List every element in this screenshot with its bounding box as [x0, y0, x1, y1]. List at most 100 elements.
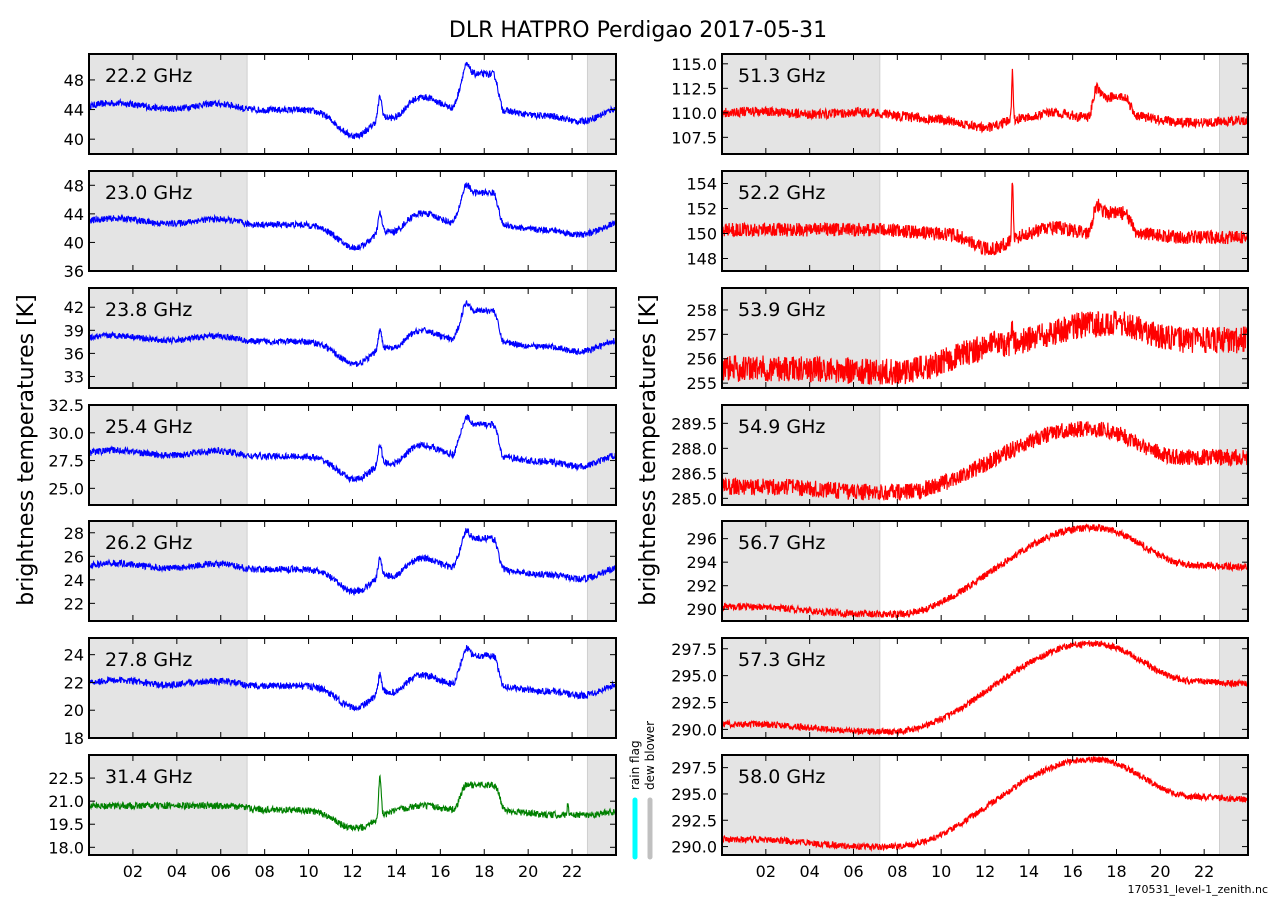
shaded-period [1219, 170, 1249, 272]
panel-52-2-ghz: 148 150 152 154 52.2 GHz [686, 170, 1249, 272]
x-tick-label: 12 [975, 862, 995, 881]
y-tick-label: 148 [686, 250, 717, 269]
shaded-period [721, 170, 881, 272]
y-tick-label: 28 [64, 524, 84, 543]
x-tick-label: 02 [756, 862, 776, 881]
y-tick-label: 295.0 [671, 667, 717, 686]
y-tick-label: 27.5 [48, 452, 84, 471]
y-tick-label: 285.0 [671, 489, 717, 508]
y-tick-label: 115.0 [671, 55, 717, 74]
x-tick-label: 16 [1062, 862, 1082, 881]
series-line [89, 414, 616, 484]
y-tick-label: 44 [64, 205, 84, 224]
series-line [722, 310, 1248, 385]
y-tick-label: 255 [686, 374, 717, 393]
y-tick-label: 256 [686, 350, 717, 369]
rain-flag-label: rain flag [628, 740, 642, 790]
y-tick-label: 18.0 [48, 838, 84, 857]
channel-label: 22.2 GHz [105, 65, 192, 87]
series-line [89, 644, 616, 712]
y-tick-label: 24 [64, 646, 84, 665]
x-tick-label: 16 [430, 862, 450, 881]
y-tick-label: 36 [64, 344, 84, 363]
series-line [722, 68, 1248, 134]
panel-56-7-ghz: 290 292 294 296 56.7 GHz [686, 520, 1249, 622]
y-tick-label: 40 [64, 130, 84, 149]
x-tick-label: 18 [474, 862, 494, 881]
panel-54-9-ghz: 285.0 286.5 288.0 289.5 54.9 GHz [671, 404, 1249, 508]
x-tick-label: 08 [887, 862, 907, 881]
y-tick-label: 25.0 [48, 479, 84, 498]
x-tick-label: 20 [1150, 862, 1170, 881]
channel-label: 27.8 GHz [105, 649, 192, 671]
panel-53-9-ghz: 255 256 257 258 53.9 GHz [686, 287, 1249, 393]
x-tick-label: 12 [342, 862, 362, 881]
channel-label: 23.0 GHz [105, 182, 192, 204]
y-tick-label: 24 [64, 571, 84, 590]
channel-label: 58.0 GHz [738, 766, 825, 788]
channel-label: 54.9 GHz [738, 416, 825, 438]
series-line [722, 639, 1248, 737]
dew-blower-label: dew blower [643, 721, 657, 790]
x-tick-label: 08 [254, 862, 274, 881]
y-tick-label: 30.0 [48, 424, 84, 443]
y-tick-label: 110.0 [671, 104, 717, 123]
x-tick-label: 10 [931, 862, 951, 881]
y-tick-label: 48 [64, 176, 84, 195]
series-line [89, 61, 616, 140]
y-tick-label: 296 [686, 530, 717, 549]
channel-label: 26.2 GHz [105, 532, 192, 554]
channel-label: 23.8 GHz [105, 299, 192, 321]
y-tick-label: 19.5 [48, 815, 84, 834]
x-tick-label: 06 [843, 862, 863, 881]
x-tick-label: 02 [123, 862, 143, 881]
y-tick-label: 150 [686, 225, 717, 244]
x-tick-label: 06 [211, 862, 231, 881]
y-tick-label: 32.5 [48, 396, 84, 415]
y-tick-label: 22 [64, 594, 84, 613]
x-tick-label: 20 [518, 862, 538, 881]
shaded-period [586, 170, 617, 272]
y-tick-label: 21.0 [48, 792, 84, 811]
y-tick-label: 112.5 [671, 79, 717, 98]
x-tick-label: 04 [167, 862, 187, 881]
channel-label: 52.2 GHz [738, 182, 825, 204]
y-tick-label: 154 [686, 175, 717, 194]
x-tick-label: 10 [298, 862, 318, 881]
series-line [722, 523, 1248, 619]
y-tick-label: 40 [64, 233, 84, 252]
y-tick-label: 294 [686, 553, 717, 572]
panel-23-8-ghz: 33 36 39 42 23.8 GHz [64, 287, 617, 389]
y-tick-label: 22.5 [48, 769, 84, 788]
y-tick-label: 297.5 [671, 759, 717, 778]
panel-31-4-ghz: 18.0 19.5 21.0 22.5 02 04 06 08 10 12 14 16 18 20 22 31… [48, 754, 617, 881]
series-line [89, 182, 616, 252]
x-tick-label: 04 [799, 862, 819, 881]
source-filename: 170531_level-1_zenith.nc [1128, 883, 1269, 896]
y-tick-label: 39 [64, 321, 84, 340]
y-tick-label: 288.0 [671, 439, 717, 458]
y-tick-label: 152 [686, 200, 717, 219]
series-line [89, 774, 616, 832]
left-y-axis-label: brightness temperatures [K] [14, 294, 39, 605]
y-tick-label: 292 [686, 577, 717, 596]
channel-label: 56.7 GHz [738, 532, 825, 554]
channel-label: 25.4 GHz [105, 416, 192, 438]
y-tick-label: 286.5 [671, 464, 717, 483]
y-tick-label: 33 [64, 367, 84, 386]
channel-label: 57.3 GHz [738, 649, 825, 671]
panels: 40 44 48 22.2 GHz 36 40 44 48 23.0 GHz 33 36 39 42 23… [48, 53, 1249, 881]
y-tick-label: 257 [686, 325, 717, 344]
y-tick-label: 44 [64, 101, 84, 120]
shaded-period [1219, 53, 1249, 155]
series-line [722, 182, 1248, 256]
shaded-period [1219, 637, 1249, 739]
y-tick-label: 20 [64, 701, 84, 720]
shaded-period [586, 287, 617, 389]
y-tick-label: 290.0 [671, 838, 717, 857]
x-tick-label: 18 [1106, 862, 1126, 881]
shaded-period [586, 53, 617, 155]
x-tick-label: 14 [386, 862, 406, 881]
panel-25-4-ghz: 25.0 27.5 30.0 32.5 25.4 GHz [48, 396, 617, 506]
